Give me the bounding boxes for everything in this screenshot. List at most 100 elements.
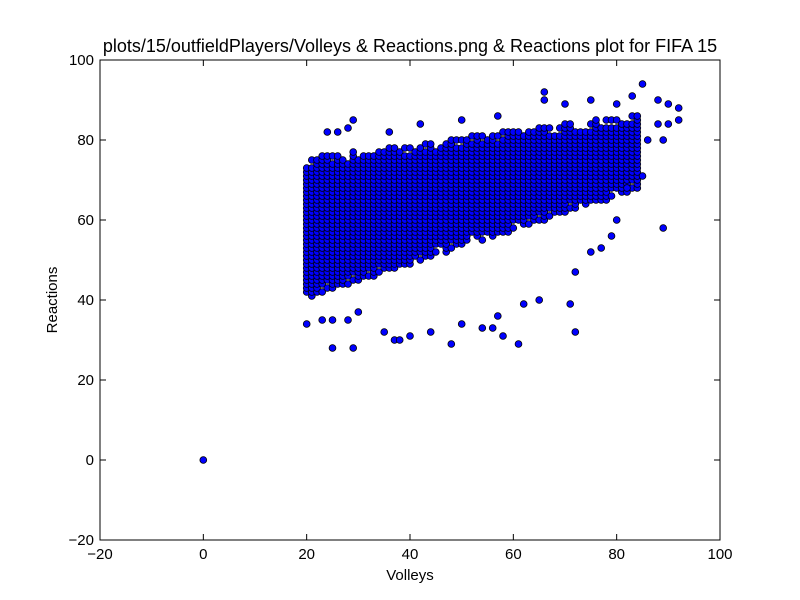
data-point-outlier (328, 316, 337, 324)
data-point-outlier (597, 244, 605, 252)
data-point-outlier (674, 116, 683, 124)
data-point-outlier (447, 340, 456, 348)
data-point (462, 136, 471, 144)
data-point (633, 112, 642, 120)
data-point-outlier (344, 124, 352, 132)
x-tick-label: 60 (505, 546, 522, 563)
data-point-outlier (586, 96, 595, 104)
data-point-outlier (499, 332, 507, 340)
data-point (545, 212, 554, 220)
data-point-outlier (349, 116, 358, 124)
y-tick-label: 40 (77, 292, 94, 309)
chart-title: plots/15/outfieldPlayers/Volleys & React… (103, 36, 717, 56)
data-point (447, 244, 456, 252)
data-point (349, 148, 358, 156)
data-point (493, 132, 502, 140)
data-point-outlier (638, 172, 647, 180)
data-point (545, 124, 554, 132)
data-point (318, 288, 327, 296)
data-point (395, 148, 404, 156)
data-point-outlier (607, 232, 616, 240)
x-tick-label: 20 (298, 546, 315, 563)
data-point-outlier (612, 100, 621, 108)
data-point-outlier (571, 328, 580, 336)
data-point (416, 144, 425, 152)
data-point-outlier (586, 248, 595, 256)
data-point (416, 256, 425, 264)
data-point-outlier (540, 88, 549, 96)
y-axis-label: Reactions (44, 267, 61, 334)
data-point-outlier (354, 308, 363, 316)
y-tick-label: 100 (69, 52, 94, 69)
data-point (607, 192, 616, 200)
data-point (426, 140, 435, 148)
data-point-outlier (561, 100, 569, 108)
y-tick-label: 20 (77, 372, 94, 389)
x-tick-label: 0 (199, 546, 207, 563)
data-point-outlier (659, 224, 667, 232)
data-point-outlier (457, 116, 466, 124)
data-point-outlier (199, 456, 208, 464)
data-point-outlier (623, 184, 631, 192)
data-point-outlier (395, 336, 404, 344)
y-axis-ticks: −20 0 20 40 60 80 100 (69, 52, 720, 549)
y-tick-label: 0 (86, 452, 94, 469)
data-point-outlier (333, 128, 342, 136)
data-point-outlier (514, 340, 523, 348)
data-point-outlier (638, 80, 647, 88)
data-point (524, 220, 533, 228)
data-point-outlier (323, 128, 332, 136)
data-point-outlier (674, 104, 683, 112)
data-point-outlier (664, 120, 673, 128)
data-point-outlier (328, 344, 337, 352)
data-point (514, 128, 523, 136)
x-tick-label: 80 (608, 546, 625, 563)
data-point-outlier (406, 332, 414, 340)
data-point-outlier (344, 316, 352, 324)
data-point-outlier (349, 344, 358, 352)
data-point (333, 152, 342, 160)
data-point (390, 144, 399, 152)
y-tick-label: −20 (69, 532, 94, 549)
data-point (344, 280, 352, 288)
x-axis-ticks: −20 0 20 40 60 80 100 (87, 60, 733, 563)
data-point (478, 132, 487, 140)
data-point-outlier (426, 328, 435, 336)
data-point (478, 236, 487, 244)
data-point (406, 144, 414, 152)
data-point-outlier (302, 320, 311, 328)
y-tick-label: 80 (77, 132, 94, 149)
data-point-outlier (488, 324, 497, 332)
data-point-outlier (628, 92, 636, 100)
data-point (612, 116, 621, 124)
data-point-outlier (535, 296, 543, 304)
y-tick-label: 60 (77, 212, 94, 229)
data-point-outlier (566, 300, 574, 308)
data-point-outlier (380, 328, 389, 336)
data-point-outlier (457, 320, 466, 328)
data-point-outlier (643, 136, 652, 144)
data-point-outlier (478, 324, 487, 332)
data-point-outlier (493, 112, 502, 120)
x-tick-label: 40 (402, 546, 419, 563)
data-point (566, 120, 574, 128)
data-point-outlier (659, 136, 667, 144)
data-point-outlier (318, 316, 327, 324)
x-tick-label: 100 (707, 546, 732, 563)
data-point (509, 224, 518, 232)
data-point-outlier (654, 96, 662, 104)
data-point-outlier (519, 300, 528, 308)
data-point (431, 248, 440, 256)
data-point-outlier (612, 216, 621, 224)
data-point-outlier (571, 268, 580, 276)
data-point-outlier (385, 128, 394, 136)
data-point-outlier (416, 120, 425, 128)
data-point-outlier (664, 100, 673, 108)
x-tick-label: −20 (87, 546, 112, 563)
data-point (592, 116, 600, 124)
data-point-outlier (540, 96, 549, 104)
data-point (375, 268, 383, 276)
data-point (338, 156, 347, 164)
data-point-outlier (493, 312, 502, 320)
